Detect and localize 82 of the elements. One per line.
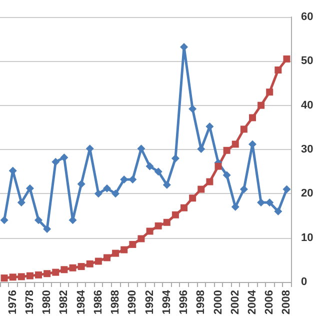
x-tick-label: 1982 <box>58 290 70 314</box>
x-tick-label: 1992 <box>144 290 156 314</box>
x-tick-label: 2006 <box>264 290 276 314</box>
point <box>9 274 16 281</box>
point <box>102 184 111 192</box>
x-tick-label: 2008 <box>280 290 293 314</box>
point <box>171 154 180 162</box>
point <box>206 178 214 186</box>
point <box>17 198 26 206</box>
point <box>266 198 274 206</box>
point <box>60 266 68 274</box>
point <box>112 250 120 257</box>
x-tick-label: 1996 <box>178 290 190 314</box>
point <box>60 153 68 162</box>
y-tick-label: 40 <box>301 99 314 112</box>
x-tick-label: 2004 <box>246 289 258 314</box>
x-tick-label: 1976 <box>6 290 19 314</box>
point <box>0 274 8 282</box>
y-tick-label: 20 <box>301 188 314 200</box>
point <box>78 263 85 270</box>
point <box>94 258 102 265</box>
x-tick-label: 1990 <box>126 290 139 314</box>
point <box>189 194 196 202</box>
point <box>138 235 145 242</box>
x-tick-label: 1986 <box>92 290 104 314</box>
point <box>52 158 60 166</box>
point <box>154 168 162 176</box>
point <box>172 211 179 218</box>
point <box>128 176 137 184</box>
point <box>258 102 265 109</box>
point <box>26 184 34 192</box>
point <box>163 218 170 226</box>
point <box>274 66 282 74</box>
point <box>18 273 25 280</box>
point <box>240 126 248 133</box>
point <box>0 216 8 224</box>
x-tick-label: 1978 <box>24 290 36 314</box>
y-tick-label: 10 <box>301 232 314 244</box>
point <box>35 271 42 278</box>
point <box>52 268 60 276</box>
point <box>86 260 94 268</box>
point <box>223 146 230 154</box>
point <box>283 55 290 62</box>
point <box>94 190 102 198</box>
point <box>240 185 248 194</box>
point <box>231 202 240 211</box>
point <box>198 186 205 193</box>
x-tick-label: 1998 <box>195 290 208 314</box>
point <box>137 144 146 153</box>
x-tick-label: 1984 <box>75 289 88 314</box>
x-tick-label: 1980 <box>41 290 54 314</box>
point <box>44 270 51 278</box>
point <box>248 114 256 122</box>
point <box>214 162 222 170</box>
point <box>146 162 154 170</box>
point <box>222 171 231 180</box>
point <box>112 190 120 198</box>
x-tick-label: 2000 <box>212 290 224 314</box>
point <box>103 254 110 262</box>
point <box>282 185 291 194</box>
point <box>232 140 239 148</box>
point <box>43 225 52 233</box>
y-tick-label: 60 <box>301 11 314 23</box>
point <box>188 104 197 113</box>
point <box>129 240 136 248</box>
point <box>146 228 154 235</box>
x-tick-label: 1988 <box>110 290 122 314</box>
point <box>162 180 171 189</box>
x-tick-label: 1994 <box>160 289 173 314</box>
point <box>26 272 34 280</box>
y-tick-label: 50 <box>301 55 314 68</box>
point <box>180 204 188 212</box>
point <box>77 180 86 188</box>
point <box>34 216 43 224</box>
point <box>266 88 274 96</box>
x-tick-label: 2002 <box>229 290 242 314</box>
point <box>154 222 162 230</box>
y-tick-label: 0 <box>301 276 308 288</box>
y-tick-label: 30 <box>301 144 314 156</box>
point <box>120 246 128 254</box>
point <box>69 264 76 272</box>
point <box>274 207 282 216</box>
